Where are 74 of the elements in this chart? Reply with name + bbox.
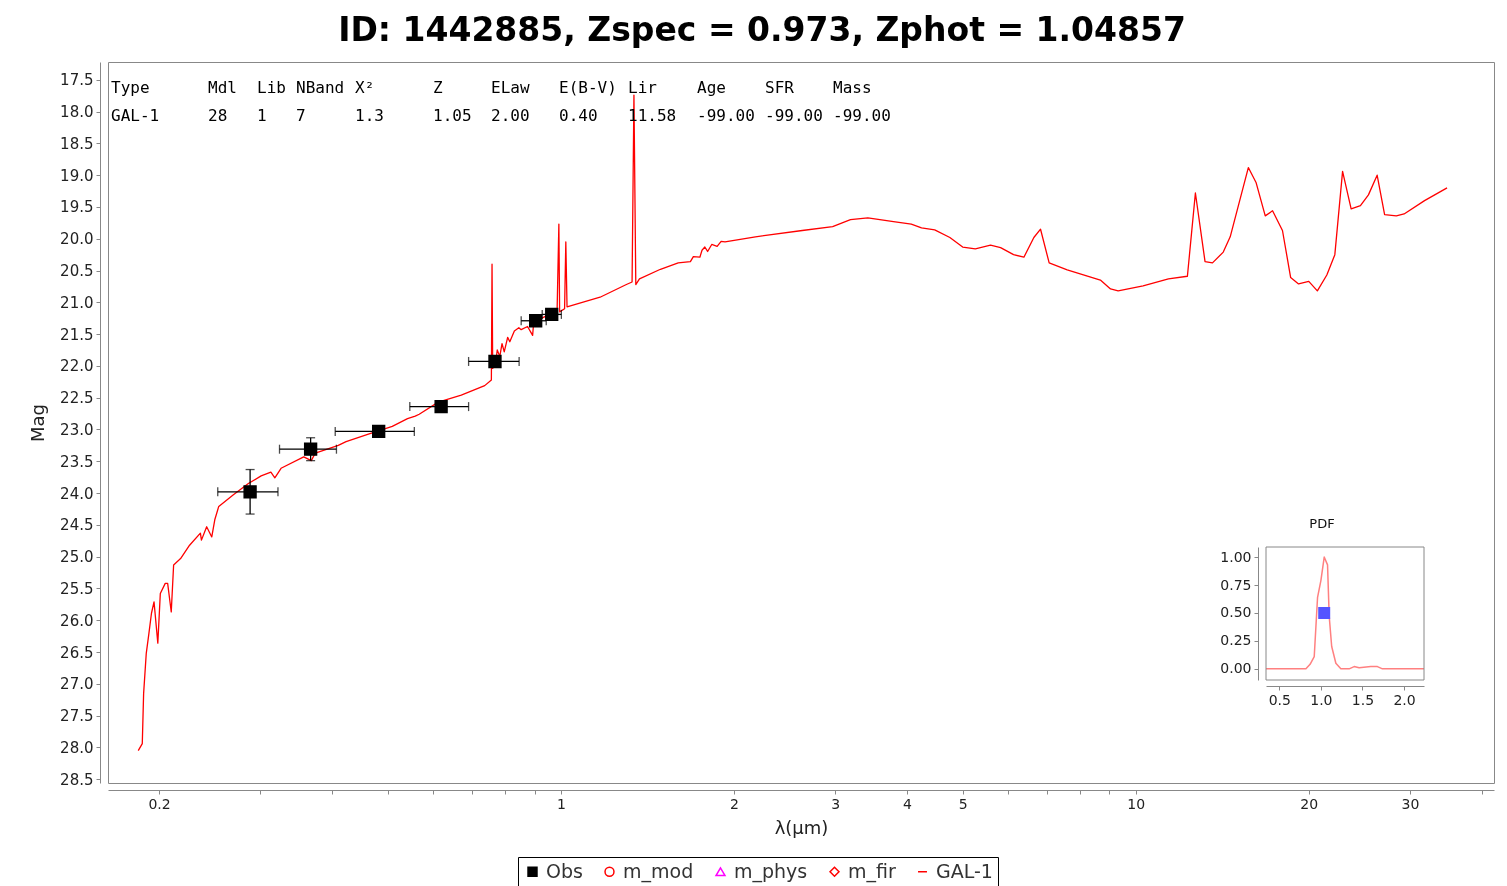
y-tick-label: 28.5	[60, 770, 94, 789]
annotation: 1.05	[433, 106, 472, 125]
y-tick-label: 24.0	[60, 484, 94, 503]
chart-title: ID: 1442885, Zspec = 0.973, Zphot = 1.04857	[338, 10, 1186, 49]
x-tick-label: 3	[831, 795, 841, 812]
x-tick-label: 20	[1300, 795, 1319, 812]
y-tick-label: 17.5	[60, 71, 94, 90]
annotation: Type	[111, 78, 150, 97]
x-tick-label: 1	[556, 795, 566, 812]
annotation: 1.3	[355, 106, 384, 125]
legend-label: GAL-1	[936, 859, 993, 882]
annotation: SFR	[765, 78, 795, 97]
annotation: 7	[296, 106, 306, 125]
annotation: ELaw	[491, 78, 530, 97]
y-tick-label: 27.5	[60, 707, 94, 726]
annotation: Lir	[628, 78, 658, 97]
annotation: X²	[355, 78, 375, 97]
y-tick-label: 21.5	[60, 325, 94, 344]
y-tick-label: 0.75	[1220, 576, 1252, 593]
chart-title: PDF	[1309, 516, 1335, 531]
x-tick-label: 0.5	[1268, 691, 1291, 708]
annotation: Z	[433, 78, 443, 97]
x-tick-label: 1.5	[1351, 691, 1375, 708]
annotation: -99.00	[697, 106, 755, 125]
y-tick-label: 21.0	[60, 293, 94, 312]
y-tick-label: 20.0	[60, 230, 94, 249]
y-tick-label: 19.0	[60, 166, 94, 185]
annotation: -99.00	[765, 106, 823, 125]
y-tick-label: 22.0	[60, 357, 94, 376]
annotation: 1	[257, 106, 267, 125]
x-tick-label: 1.0	[1310, 691, 1333, 708]
annotation: Mass	[833, 78, 872, 97]
x-tick-label: 2	[729, 795, 739, 812]
annotation: 2.00	[491, 106, 530, 125]
y-tick-label: 25.0	[60, 548, 94, 567]
annotation: GAL-1	[111, 106, 160, 125]
y-axis-title: Mag	[27, 404, 49, 442]
annotation: Age	[697, 78, 726, 97]
y-tick-label: 27.0	[60, 675, 94, 694]
y-tick-label: 26.5	[60, 643, 94, 662]
y-tick-label: 24.5	[60, 516, 94, 535]
annotation: Mdl	[208, 78, 237, 97]
y-tick-label: 18.0	[60, 103, 94, 122]
legend-label: m_fir	[848, 859, 896, 883]
y-tick-label: 25.5	[60, 579, 94, 598]
x-tick-label: 0.2	[148, 795, 171, 812]
annotation: 0.40	[559, 106, 598, 125]
y-tick-label: 19.5	[60, 198, 94, 217]
annotation: Lib	[257, 78, 286, 97]
x-axis-title: λ(μm)	[774, 816, 829, 838]
line-series	[1265, 556, 1425, 670]
x-tick-label: 4	[903, 795, 913, 812]
y-tick-label: 26.0	[60, 611, 94, 630]
y-tick-label: 0.00	[1220, 660, 1252, 677]
y-tick-label: 18.5	[60, 134, 94, 153]
y-tick-label: 0.25	[1220, 632, 1252, 649]
y-tick-label: 22.5	[60, 389, 94, 408]
annotation: NBand	[296, 78, 345, 97]
y-tick-label: 20.5	[60, 262, 94, 281]
x-tick-label: 10	[1127, 795, 1146, 812]
y-tick-label: 23.0	[60, 420, 94, 439]
legend-label: m_mod	[623, 859, 694, 883]
x-tick-label: 30	[1401, 795, 1420, 812]
legend-label: m_phys	[734, 859, 808, 883]
x-tick-label: 2.0	[1393, 691, 1416, 708]
y-tick-label: 23.5	[60, 452, 94, 471]
annotation: -99.00	[833, 106, 891, 125]
y-tick-label: 1.00	[1220, 548, 1252, 565]
y-tick-label: 28.0	[60, 738, 94, 757]
y-tick-label: 0.50	[1220, 604, 1252, 621]
annotation: 28	[208, 106, 228, 125]
x-tick-label: 5	[958, 795, 968, 812]
legend-label: Obs	[546, 859, 583, 882]
annotation: E(B-V)	[559, 78, 617, 97]
